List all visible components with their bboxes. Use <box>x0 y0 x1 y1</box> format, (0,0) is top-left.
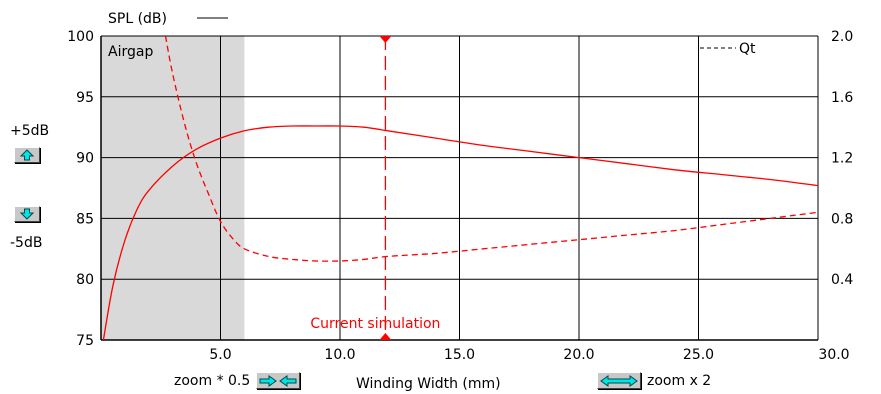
plus-5db-label: +5dB <box>10 123 50 139</box>
x-tick-label: 20.0 <box>563 347 594 363</box>
zoom-in-label: zoom x 2 <box>647 373 712 389</box>
x-tick-label: 30.0 <box>818 347 849 363</box>
y-left-label: SPL (dB) <box>108 11 167 27</box>
x-axis-label: Winding Width (mm) <box>356 376 501 392</box>
current-simulation-bottom-marker[interactable] <box>379 333 392 340</box>
y-left-tick-label: 85 <box>76 211 94 227</box>
plus-5db-button[interactable] <box>14 147 40 163</box>
y-right-tick-label: 0.4 <box>831 272 853 288</box>
zoom-in-button[interactable] <box>597 372 641 389</box>
x-ticks: 5.0 10.0 15.0 20.0 25.0 30.0 <box>209 347 849 363</box>
y-right-tick-label: 2.0 <box>831 29 853 45</box>
x-tick-label: 15.0 <box>444 347 475 363</box>
arrows-outward-icon <box>600 374 638 387</box>
arrow-up-icon <box>20 149 34 161</box>
y-left-tick-label: 95 <box>76 90 94 106</box>
y-left-tick-label: 80 <box>76 272 94 288</box>
arrows-inward-icon <box>259 374 297 387</box>
arrow-down-icon <box>20 208 34 220</box>
grid-lines <box>100 35 819 341</box>
series-qt-line <box>164 36 818 262</box>
y-left-tick-label: 90 <box>76 151 94 167</box>
region-label: Airgap <box>108 44 153 60</box>
zoom-out-button[interactable] <box>256 372 300 389</box>
y-right-tick-label: 0.8 <box>831 211 853 227</box>
minus-5db-label: -5dB <box>10 235 43 251</box>
current-simulation-label: Current simulation <box>310 316 440 332</box>
y-left-tick-label: 75 <box>76 333 94 349</box>
legend-qt-label: Qt <box>739 41 756 57</box>
airgap-region <box>101 36 245 340</box>
marker-layer: Current simulation <box>310 36 440 340</box>
x-tick-label: 5.0 <box>209 347 231 363</box>
y-left-ticks: 75 80 85 90 95 100 <box>67 29 94 349</box>
series-layer <box>102 36 818 340</box>
y-right-tick-label: 1.2 <box>831 151 853 167</box>
current-simulation-top-marker[interactable] <box>379 36 392 43</box>
y-left-tick-label: 100 <box>67 29 94 45</box>
zoom-out-label: zoom * 0.5 <box>174 373 251 389</box>
series-spl-line <box>102 125 818 340</box>
y-right-ticks: 0.4 0.8 1.2 1.6 2.0 <box>831 29 853 288</box>
axis-labels: Airgap SPL (dB) Qt Winding Width (mm) <box>108 11 756 392</box>
y-right-tick-label: 1.6 <box>831 90 853 106</box>
x-tick-label: 25.0 <box>683 347 714 363</box>
minus-5db-button[interactable] <box>14 206 40 222</box>
x-tick-label: 10.0 <box>324 347 355 363</box>
